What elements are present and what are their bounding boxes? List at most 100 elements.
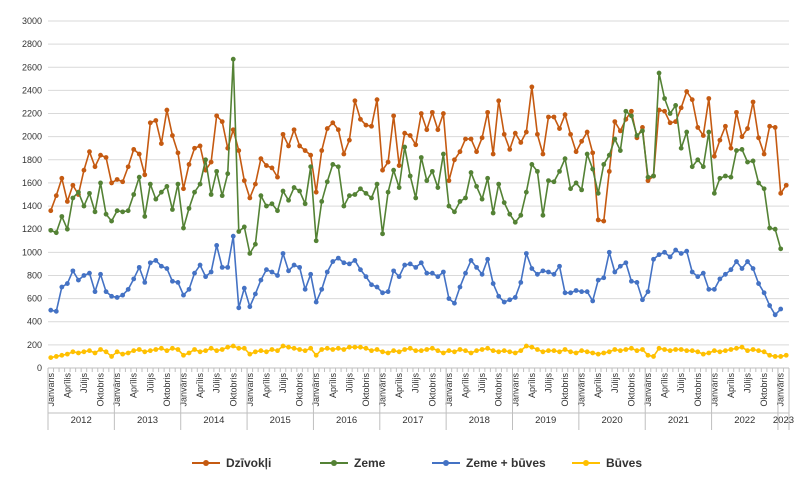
data-point-buves [64,351,70,357]
data-point-buves [197,349,203,355]
data-point-dzivokli [518,140,524,145]
data-point-dzivokli [324,126,330,131]
data-point-zeme-buves [186,286,192,292]
data-point-buves [70,349,76,355]
data-point-zeme-buves [750,266,756,271]
data-point-buves [269,347,275,352]
data-point-buves [87,348,92,354]
data-point-zeme [335,164,341,170]
data-point-zeme-buves [579,289,585,295]
data-point-zeme [203,157,209,163]
data-point-buves [81,349,87,355]
data-point-zeme-buves [98,271,103,277]
data-point-zeme-buves [407,261,413,267]
data-point-buves [529,344,535,350]
data-point-zeme [617,148,623,153]
data-point-buves [512,350,518,356]
data-point-dzivokli [258,156,264,162]
data-point-dzivokli [87,149,92,155]
data-point-dzivokli [700,133,706,138]
data-point-buves [695,349,701,355]
data-point-zeme-buves [48,307,54,313]
data-point-zeme-buves [402,262,408,268]
data-point-zeme [280,188,286,194]
data-point-zeme [612,136,618,142]
x-month-label: Janvāris [510,373,520,407]
data-point-zeme [546,178,551,184]
data-point-zeme [534,168,540,174]
data-point-zeme-buves [496,293,502,299]
data-point-dzivokli [59,175,65,181]
data-point-buves [750,347,756,352]
data-point-dzivokli [230,127,236,133]
data-point-buves [413,348,419,354]
data-point-buves [264,349,269,355]
data-point-zeme [463,195,468,201]
data-point-buves [53,354,59,359]
y-tick-label: 3000 [22,16,42,26]
data-point-zeme-buves [252,291,258,297]
data-point-dzivokli [606,168,612,174]
data-point-buves [651,354,656,359]
legend-label: Dzīvokļi [226,456,271,470]
y-tick-label: 600 [27,294,42,304]
x-month-label: Jūlijs [79,373,89,394]
data-point-buves [435,348,441,354]
data-point-dzivokli [584,129,590,135]
data-point-zeme [512,219,518,225]
x-month-label: Jūlijs [610,373,620,394]
data-point-buves [125,350,131,356]
data-point-zeme [380,231,385,237]
data-point-zeme-buves [396,274,402,280]
data-point-zeme [181,225,186,231]
data-point-dzivokli [772,125,778,130]
data-point-zeme-buves [452,300,457,306]
data-point-zeme [175,181,181,187]
x-month-label: Janvāris [577,373,587,407]
data-point-buves [153,347,159,352]
data-point-zeme [291,185,297,190]
data-point-zeme [678,145,684,151]
data-point-zeme-buves [662,249,667,255]
data-point-buves [346,344,352,350]
data-point-zeme [728,174,734,180]
data-point-dzivokli [269,165,275,171]
data-point-buves [341,347,347,352]
data-point-dzivokli [208,159,214,165]
series-dzivokli [48,84,789,224]
data-point-zeme [590,166,596,172]
data-point-zeme-buves [468,258,474,263]
x-month-label: Jūlijs [278,373,288,394]
legend-label: Būves [606,456,642,470]
data-point-buves [241,345,247,351]
legend-item-dzivokli: Dzīvokļi [192,456,271,470]
data-point-zeme-buves [264,267,269,273]
data-point-buves [490,348,496,354]
data-point-zeme [385,189,391,195]
data-point-buves [628,345,634,351]
data-point-zeme-buves [81,273,87,278]
data-point-buves [175,347,181,352]
data-point-dzivokli [219,119,225,125]
data-point-zeme [689,164,695,170]
data-point-zeme [363,190,369,196]
data-point-zeme [706,129,712,135]
x-month-label: Janvāris [46,373,56,407]
data-point-dzivokli [170,133,175,138]
data-point-zeme [529,162,535,167]
data-point-buves [590,350,596,356]
data-point-zeme [723,173,728,179]
data-point-zeme [551,179,557,185]
data-point-buves [684,348,690,354]
data-point-buves [407,345,413,351]
data-point-zeme-buves [197,262,203,268]
data-point-buves [601,350,607,356]
data-point-dzivokli [214,113,220,119]
data-point-buves [479,347,485,352]
data-point-zeme-buves [529,266,535,271]
legend: Dzīvokļi Zeme Zeme + būves Būves [192,456,642,470]
data-point-buves [186,350,192,356]
data-point-buves [584,349,590,355]
data-point-dzivokli [640,125,645,130]
data-point-buves [496,349,502,355]
